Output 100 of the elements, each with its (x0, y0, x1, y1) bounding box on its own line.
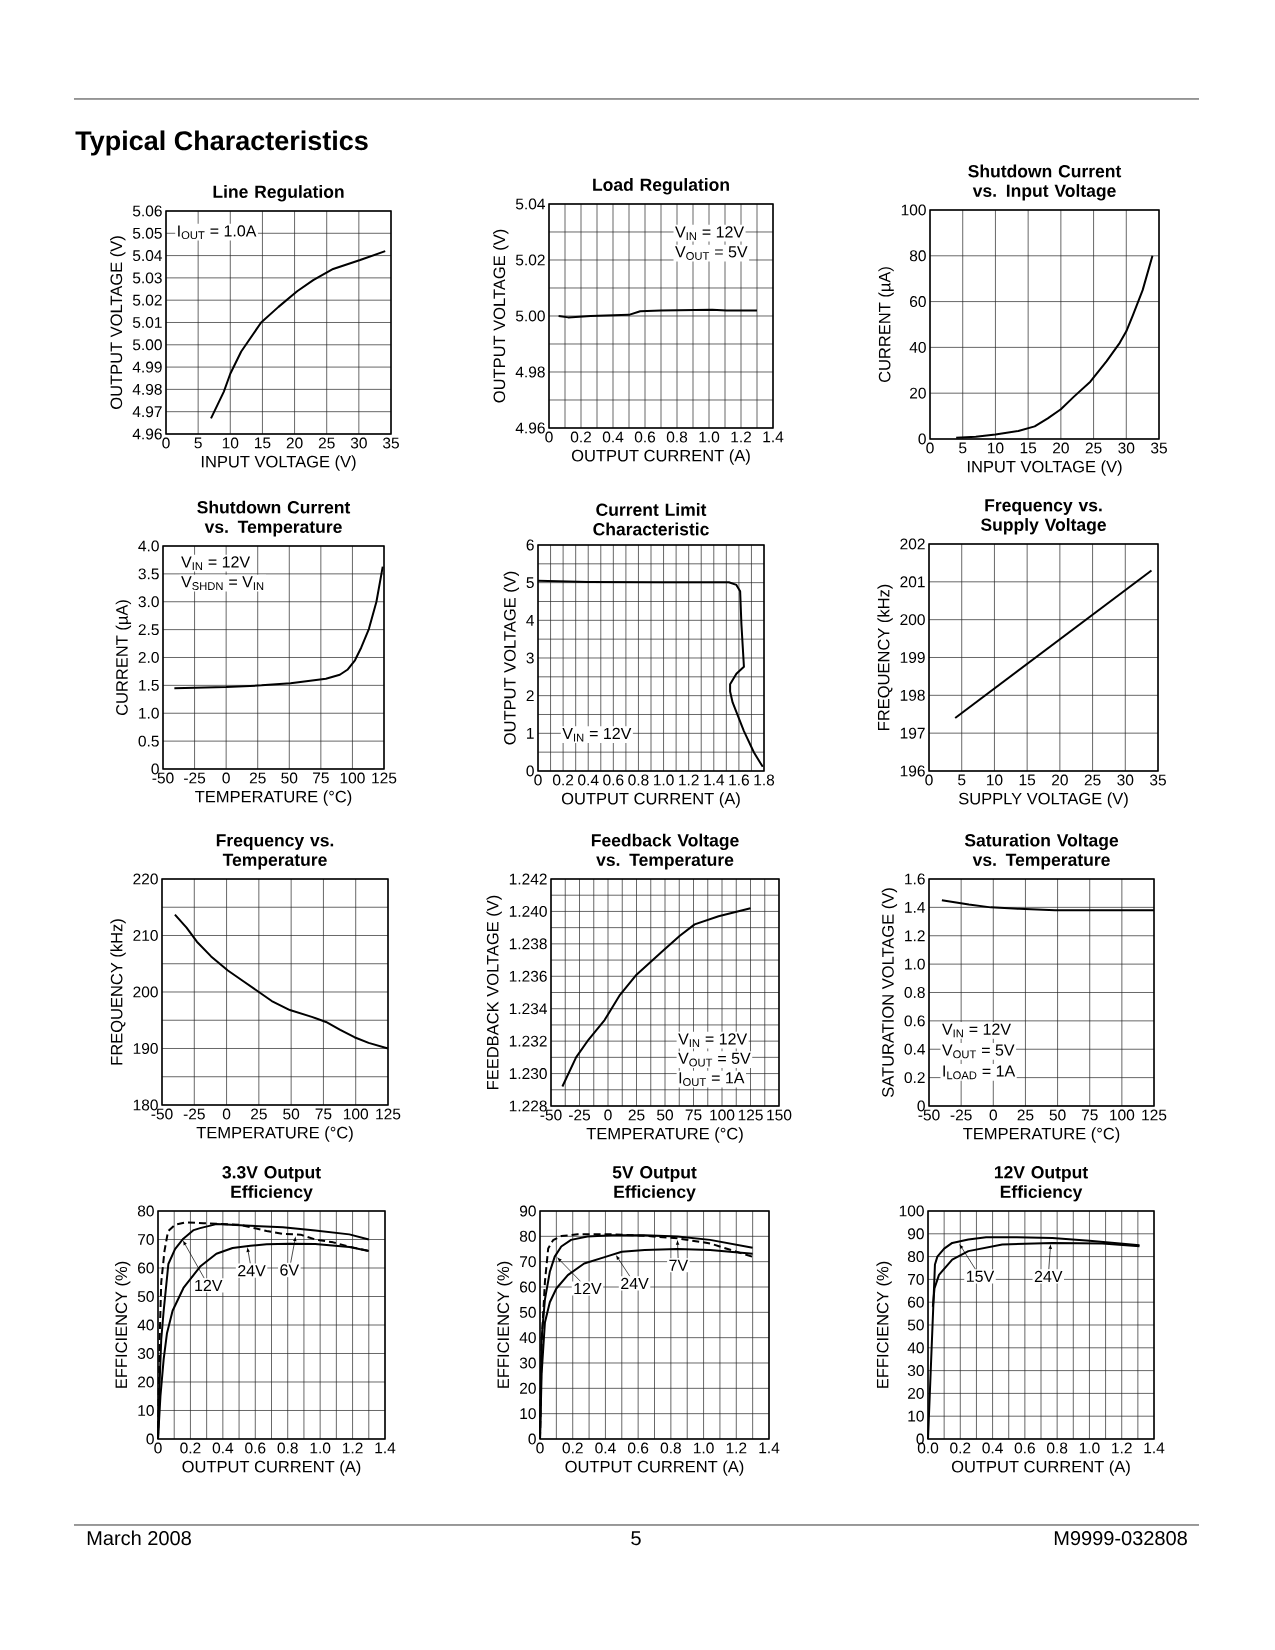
x-tick-label: 0.8 (628, 774, 649, 786)
y-tick-label: 0.2 (904, 1072, 925, 1084)
x-tick-label: 20 (286, 437, 303, 449)
y-tick-label: 199 (900, 652, 925, 663)
y-tick-label: 196 (900, 765, 925, 777)
y-tick-label: 100 (899, 1205, 924, 1217)
x-tick-label: 30 (350, 437, 367, 449)
chart-title: Shutdown Current vs. Temperature (197, 500, 351, 537)
chart-title: Feedback Voltage vs. Temperature (591, 833, 739, 870)
text: M9999-032808 (1054, 1531, 1187, 1546)
y-tick-label: 1.230 (509, 1068, 547, 1080)
y-tick-label: 4.0 (138, 540, 159, 552)
y-tick-label: 4.97 (132, 406, 162, 418)
y-axis-title: EFFICIENCY (%) (876, 1261, 892, 1388)
y-tick-label: 1.0 (139, 707, 159, 719)
y-tick-label: 40 (907, 1342, 924, 1354)
x-axis-title: TEMPERATURE (°C) (586, 1127, 743, 1143)
y-tick-label: 200 (133, 986, 158, 998)
y-tick-label: 30 (137, 1348, 154, 1359)
x-axis-title: INPUT VOLTAGE (V) (201, 455, 356, 471)
x-tick-label: 0.8 (666, 431, 688, 443)
y-tick-label: 40 (909, 341, 926, 353)
chart-title: Load Regulation (593, 178, 729, 195)
x-tick-label: 1.0 (699, 431, 720, 443)
y-tick-label: 5.03 (132, 272, 162, 284)
x-tick-label: 0.2 (950, 1442, 971, 1454)
x-tick-label: 5 (194, 437, 202, 449)
x-tick-label: 10 (986, 774, 1003, 786)
y-tick-label: 60 (908, 1296, 924, 1308)
y-tick-label: 4.99 (132, 361, 162, 373)
x-tick-label: 25 (628, 1109, 645, 1121)
y-tick-label: 10 (908, 1410, 924, 1422)
chart-title: Shutdown Current vs. Input Voltage (968, 164, 1122, 201)
x-axis-title: TEMPERATURE (°C) (963, 1127, 1120, 1143)
annotation: V$_{IN}$ = 12V (562, 727, 632, 742)
y-tick-label: 1.5 (139, 679, 159, 691)
x-tick-label: 0 (222, 772, 230, 784)
y-tick-label: 200 (900, 614, 925, 626)
y-tick-label: 60 (520, 1281, 536, 1293)
annotation: 15V (966, 1270, 995, 1283)
y-tick-label: 197 (900, 727, 925, 739)
text: 5 (631, 1531, 641, 1546)
x-tick-label: 1.2 (1112, 1442, 1132, 1454)
chart-title: Frequency vs. Temperature (216, 834, 334, 870)
x-tick-label: 0.6 (627, 1442, 649, 1454)
y-tick-label: 2 (526, 690, 534, 702)
x-axis-title: OUTPUT CURRENT (A) (182, 1460, 361, 1476)
annotation: V$_{IN}$ = 12V (181, 556, 251, 571)
x-tick-label: 0 (989, 1109, 997, 1121)
x-tick-label: 20 (1053, 442, 1069, 454)
x-tick-label: 0.8 (277, 1442, 298, 1454)
x-tick-label: 25 (1085, 442, 1102, 454)
x-axis-title: OUTPUT CURRENT (A) (565, 1460, 744, 1476)
annotation: 12V (195, 1279, 223, 1291)
chart-title: 12V Output Efficiency (994, 1166, 1088, 1202)
annotation: V$_{SHDN}$ = V$_{IN}$ (181, 576, 264, 591)
annotation: V$_{OUT}$ = 5V (678, 1052, 751, 1067)
y-tick-label: 40 (137, 1319, 154, 1331)
y-tick-label: 5.00 (132, 339, 162, 351)
y-tick-label: 10 (138, 1405, 154, 1416)
x-tick-label: 15 (1019, 774, 1036, 786)
x-tick-label: 75 (685, 1109, 702, 1121)
y-axis-title: CURRENT (µA) (878, 267, 894, 383)
x-tick-label: 1.4 (763, 431, 784, 443)
x-tick-label: 10 (222, 437, 239, 449)
x-tick-label: 0.6 (245, 1442, 266, 1454)
x-tick-label: 20 (1052, 774, 1068, 786)
x-tick-label: 0.2 (180, 1442, 201, 1454)
y-axis-title: FEEDBACK VOLTAGE (V) (486, 895, 502, 1089)
x-tick-label: 125 (376, 1108, 401, 1120)
x-tick-label: 0.6 (603, 774, 624, 786)
annotation: 7V (669, 1259, 689, 1271)
x-tick-label: 150 (767, 1109, 792, 1121)
x-tick-label: 35 (382, 437, 399, 449)
x-tick-label: 0.4 (578, 774, 599, 786)
chart-title: Current Limit Characteristic (593, 503, 709, 536)
x-tick-label: 0.8 (660, 1442, 681, 1454)
y-tick-label: 201 (900, 576, 925, 588)
x-tick-label: 25 (318, 437, 335, 449)
text: March 2008 (87, 1530, 191, 1546)
y-tick-label: 2.0 (138, 652, 159, 663)
annotation: V$_{OUT}$ = 5V (942, 1044, 1015, 1059)
y-axis-title: FREQUENCY (kHz) (110, 919, 126, 1065)
y-tick-label: 10 (520, 1408, 536, 1420)
x-tick-label: 1.0 (310, 1442, 331, 1454)
x-tick-label: 50 (281, 772, 298, 784)
x-tick-label: 1.0 (693, 1442, 714, 1454)
x-axis-title: TEMPERATURE (°C) (196, 1126, 353, 1142)
y-tick-label: 0.5 (138, 735, 159, 747)
x-tick-label: 100 (343, 1108, 369, 1120)
y-tick-label: 50 (137, 1291, 154, 1302)
chart-title: 5V Output Efficiency (612, 1166, 697, 1202)
y-tick-label: 1.232 (509, 1035, 547, 1047)
y-tick-label: 3.0 (138, 596, 159, 608)
y-tick-label: 1.0 (905, 958, 925, 970)
y-tick-label: 5.04 (515, 198, 546, 210)
x-tick-label: 1.2 (731, 431, 751, 443)
x-axis-title: TEMPERATURE (°C) (195, 790, 352, 806)
x-tick-label: 5 (959, 442, 967, 454)
x-tick-label: 15 (254, 437, 271, 449)
